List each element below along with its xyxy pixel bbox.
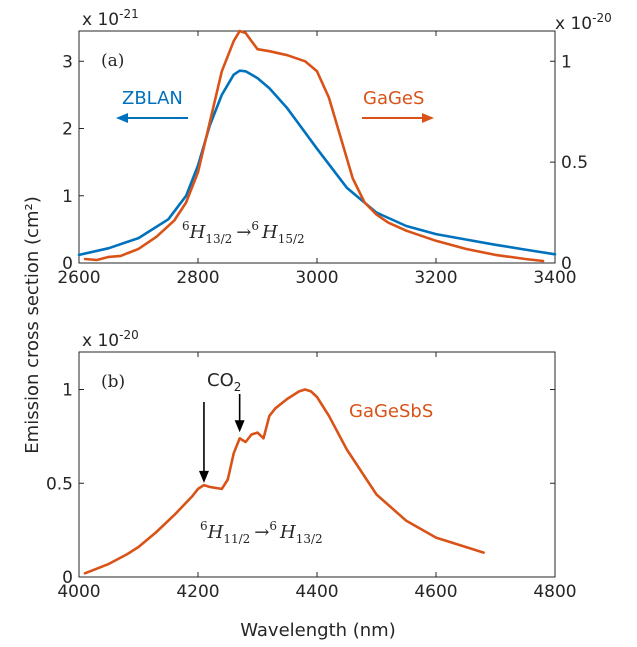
gages-axis-arrow: [362, 113, 434, 123]
panel-b-frame: [78, 351, 556, 578]
panel-b: 4000 4200 4400 4600 4800 0 0.5 1 x 10-20 (b) Ga…: [46, 328, 577, 602]
co2-annotation: CO2: [207, 370, 241, 394]
series-line-gagesbs: [83, 388, 485, 575]
panel-a-transition: 6H13/2 →6 H15/2: [182, 219, 305, 246]
panel-b-ticks: 4000 4200 4400 4600 4800 0 0.5 1: [46, 352, 577, 602]
panel-a-left-y-tick-label: 0: [62, 254, 73, 274]
zblan-label: ZBLAN: [122, 88, 183, 109]
panel-a-x-tick-label: 3000: [295, 268, 338, 288]
panel-a-x-tick-label: 3200: [414, 268, 457, 288]
panel-b-x-tick-label: 4200: [176, 582, 219, 602]
panel-a-right-y-tick-label: 0: [561, 254, 572, 274]
co2-arrow-head: [234, 420, 245, 433]
series-line-gages: [83, 29, 545, 263]
series-line-zblan: [77, 69, 557, 257]
panel-a-left-y-tick-label: 2: [62, 120, 73, 140]
panel-a-tag: (a): [101, 51, 124, 71]
panel-b-x-tick-label: 4000: [57, 582, 100, 602]
zblan-axis-arrow: [116, 113, 188, 123]
panel-a-right-multiplier: x 10-20: [555, 11, 612, 34]
panel-a-left-y-tick-label: 1: [62, 187, 73, 207]
panel-a-x-tick-label: 2600: [57, 268, 100, 288]
panel-a-x-tick-label: 3400: [533, 268, 576, 288]
co2-arrows: [198, 394, 245, 483]
panel-a-series-lines: [77, 29, 557, 263]
gages-label: GaGeS: [363, 88, 424, 109]
gagesbs-label: GaGeSbS: [349, 401, 433, 422]
panel-b-x-tick-label: 4400: [295, 582, 338, 602]
panel-b-transition: 6H11/2 →6 H13/2: [200, 519, 323, 546]
panel-b-tag: (b): [101, 372, 125, 392]
panel-a-left-multiplier: x 10-21: [82, 7, 139, 30]
co2-arrow-head: [198, 470, 209, 483]
panel-a-right-y-tick-label: 1: [561, 52, 572, 72]
panel-b-left-y-tick-label: 0.5: [46, 474, 73, 494]
panel-a-x-tick-label: 2800: [176, 268, 219, 288]
panel-b-x-tick-label: 4600: [414, 582, 457, 602]
panel-b-multiplier: x 10-20: [82, 328, 139, 351]
panel-a-left-y-tick-label: 3: [62, 52, 73, 72]
shared-x-axis-title: Wavelength (nm): [240, 620, 396, 641]
panel-b-left-y-tick-label: 1: [62, 381, 73, 401]
panel-b-left-y-tick-label: 0: [62, 568, 73, 588]
panel-b-series-lines: [83, 388, 485, 575]
shared-y-axis-title: Emission cross section (cm²): [22, 196, 43, 453]
panel-a-right-y-tick-label: 0.5: [561, 153, 588, 173]
panel-b-x-tick-label: 4800: [533, 582, 576, 602]
